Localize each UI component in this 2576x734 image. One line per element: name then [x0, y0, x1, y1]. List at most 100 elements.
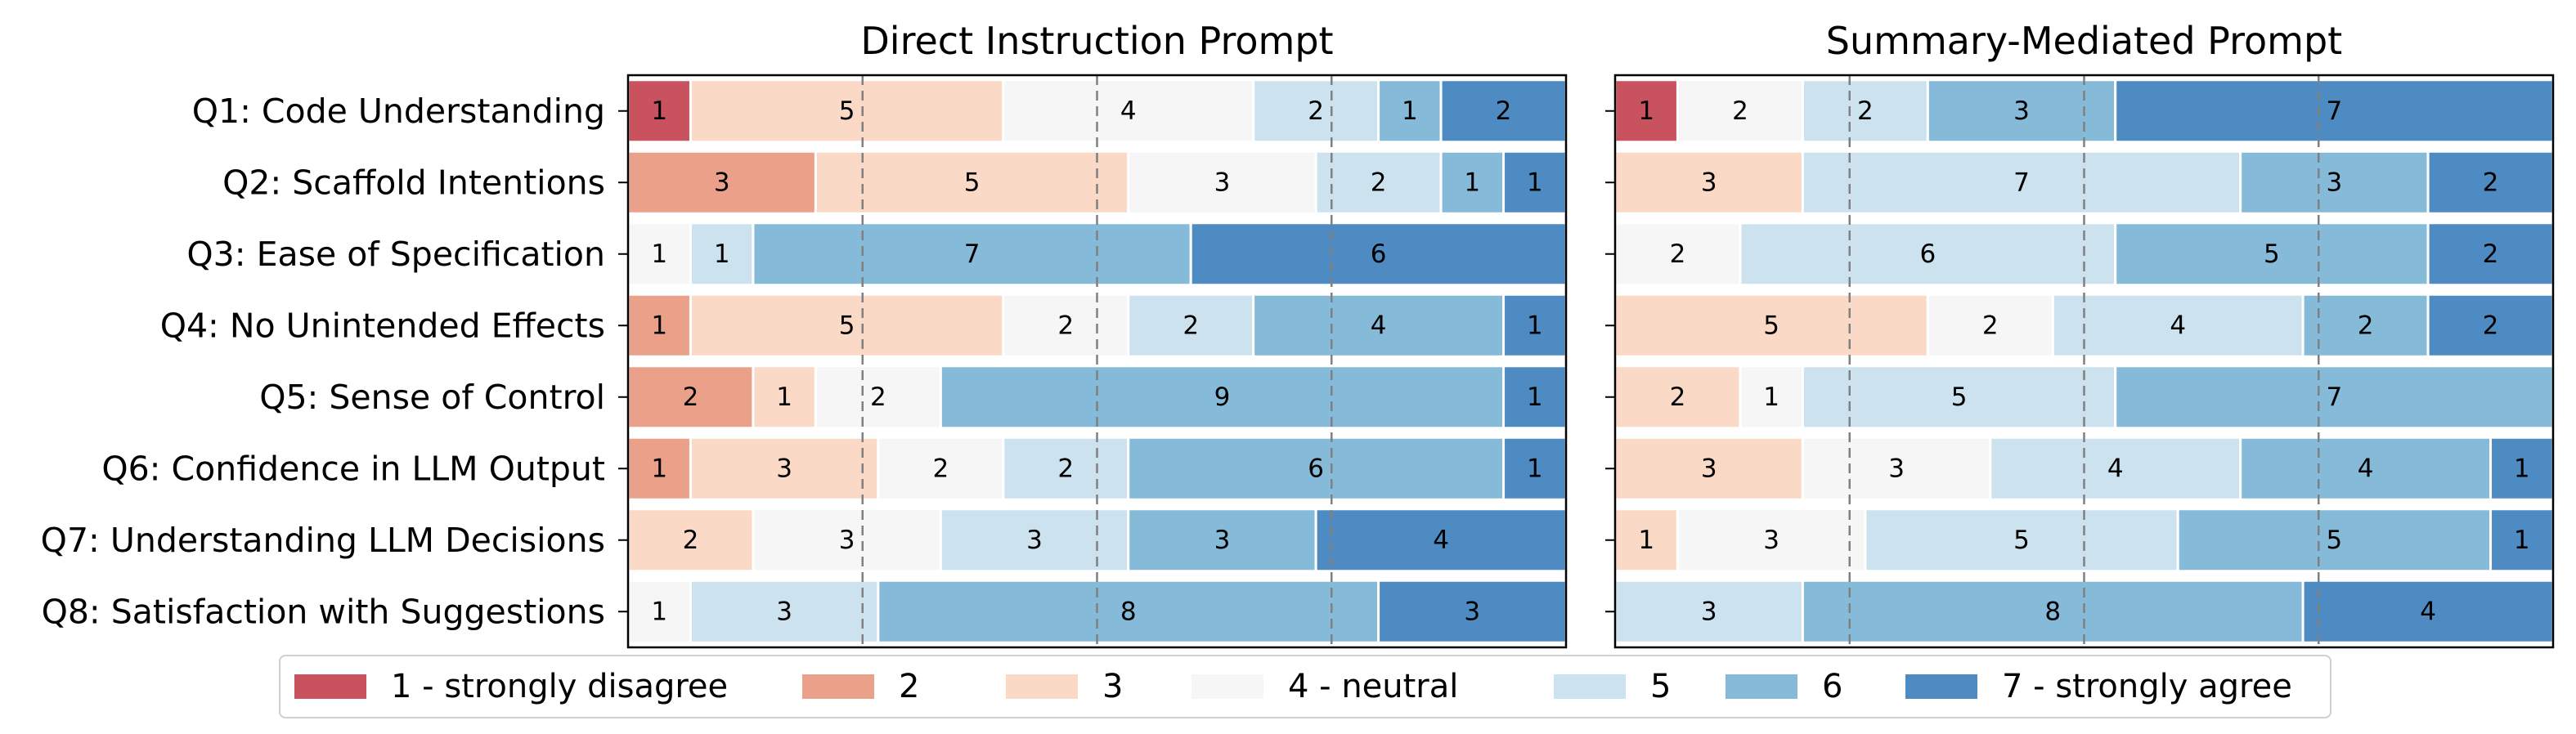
legend-swatch [1554, 674, 1626, 699]
category-label: Q1: Code Understanding [192, 92, 605, 131]
segment-label: 1 [1763, 383, 1779, 412]
legend: 1 - strongly disagree 2 3 4 - neutral 5 6 7 - … [279, 655, 2331, 718]
segment-label: 2 [1857, 96, 1874, 126]
legend-swatch [802, 674, 874, 699]
segment-label: 2 [870, 383, 886, 412]
bar-segment [2489, 508, 2555, 573]
bar-segment [626, 436, 692, 501]
legend-swatch [1905, 674, 1977, 699]
segment-label: 4 [2420, 597, 2436, 626]
segment-label: 1 [651, 454, 667, 483]
bar-segment [939, 365, 1506, 430]
segment-label: 6 [1371, 239, 1387, 269]
segment-label: 1 [1527, 311, 1543, 340]
segment-label: 2 [683, 526, 699, 555]
segment-label: 2 [1308, 96, 1324, 126]
segment-label: 5 [2326, 526, 2342, 555]
segment-label: 3 [1026, 526, 1043, 555]
category-label: Q4: No Unintended Effects [160, 306, 605, 345]
bar-segment [689, 436, 880, 501]
segment-label: 1 [651, 239, 667, 269]
segment-label: 3 [776, 597, 792, 626]
segment-label: 8 [2044, 597, 2061, 626]
segment-label: 1 [1527, 383, 1543, 412]
bar-segment [1314, 508, 1568, 573]
segment-label: 8 [1120, 597, 1137, 626]
segment-label: 2 [1183, 311, 1199, 340]
category-label: Q7: Understanding LLM Decisions [41, 521, 605, 560]
category-label: Q2: Scaffold Intentions [222, 163, 605, 202]
segment-label: 5 [1763, 311, 1779, 340]
bar-segment [1613, 436, 1804, 501]
bar-segment [2114, 222, 2430, 287]
legend-swatch [294, 674, 366, 699]
segment-label: 1 [1527, 454, 1543, 483]
segment-label: 1 [1638, 96, 1654, 126]
category-label: Q3: Ease of Specification [186, 235, 605, 274]
segment-label: 1 [2514, 526, 2530, 555]
bar-segment [626, 293, 692, 358]
segment-label: 1 [1527, 168, 1543, 197]
panel-2: Summary-Mediated Prompt 1 2 2 3 7 3 7 3 2 2 6 5 2 5 2 4 2… [1605, 19, 2555, 649]
bar-segment [689, 78, 1005, 144]
bar-segment [1314, 150, 1443, 215]
segment-label: 5 [839, 96, 855, 126]
segment-label: 1 [2514, 454, 2530, 483]
segment-label: 2 [1057, 311, 1074, 340]
bar-segment [689, 293, 1005, 358]
bar-segment [1926, 293, 2054, 358]
bar-segment [1676, 78, 1804, 144]
bar-segment [877, 436, 1005, 501]
segment-label: 4 [2358, 454, 2374, 483]
bar-segment [1801, 436, 1992, 501]
panel-title: Summary-Mediated Prompt [1826, 19, 2342, 63]
segment-label: 1 [651, 96, 667, 126]
legend-label: 2 [899, 668, 919, 705]
bar-segment [2051, 293, 2304, 358]
segment-label: 2 [2483, 168, 2499, 197]
segment-label: 3 [1888, 454, 1905, 483]
bar-segment [1801, 579, 2304, 644]
bar-segment [1002, 293, 1130, 358]
bar-segment [1613, 150, 1804, 215]
bar-segment [2489, 436, 2555, 501]
bar-segment [2301, 293, 2430, 358]
bar-segment [2114, 365, 2555, 430]
bar-segment [752, 508, 942, 573]
bar-segment [1189, 222, 1568, 287]
segment-label: 3 [1701, 454, 1717, 483]
segment-label: 3 [2013, 96, 2030, 126]
bar-segment [752, 222, 1192, 287]
bar-segment [1127, 150, 1317, 215]
segment-label: 1 [651, 311, 667, 340]
segment-label: 2 [2483, 239, 2499, 269]
panel-title: Direct Instruction Prompt [860, 19, 1333, 63]
segment-label: 2 [1371, 168, 1387, 197]
segment-label: 3 [714, 168, 730, 197]
segment-label: 5 [964, 168, 981, 197]
segment-label: 7 [2326, 383, 2342, 412]
segment-label: 3 [839, 526, 855, 555]
segment-label: 7 [964, 239, 981, 269]
segment-label: 2 [932, 454, 949, 483]
segment-label: 3 [776, 454, 792, 483]
bar-segment [626, 579, 692, 644]
category-label: Q5: Sense of Control [259, 378, 605, 417]
bar-segment [1739, 365, 1804, 430]
segment-label: 2 [1982, 311, 1999, 340]
segment-label: 2 [683, 383, 699, 412]
segment-label: 1 [1402, 96, 1418, 126]
segment-label: 2 [1670, 239, 1686, 269]
legend-box [279, 655, 2331, 718]
segment-label: 9 [1214, 383, 1231, 412]
segment-label: 2 [1057, 454, 1074, 483]
bar-segment [1502, 365, 1568, 430]
legend-swatch [1726, 674, 1797, 699]
legend-label: 3 [1102, 668, 1123, 705]
bar-segment [1613, 222, 1742, 287]
bar-segment [1127, 508, 1317, 573]
segment-label: 2 [2483, 311, 2499, 340]
bar-segment [1377, 579, 1568, 644]
legend-label: 5 [1650, 668, 1671, 705]
